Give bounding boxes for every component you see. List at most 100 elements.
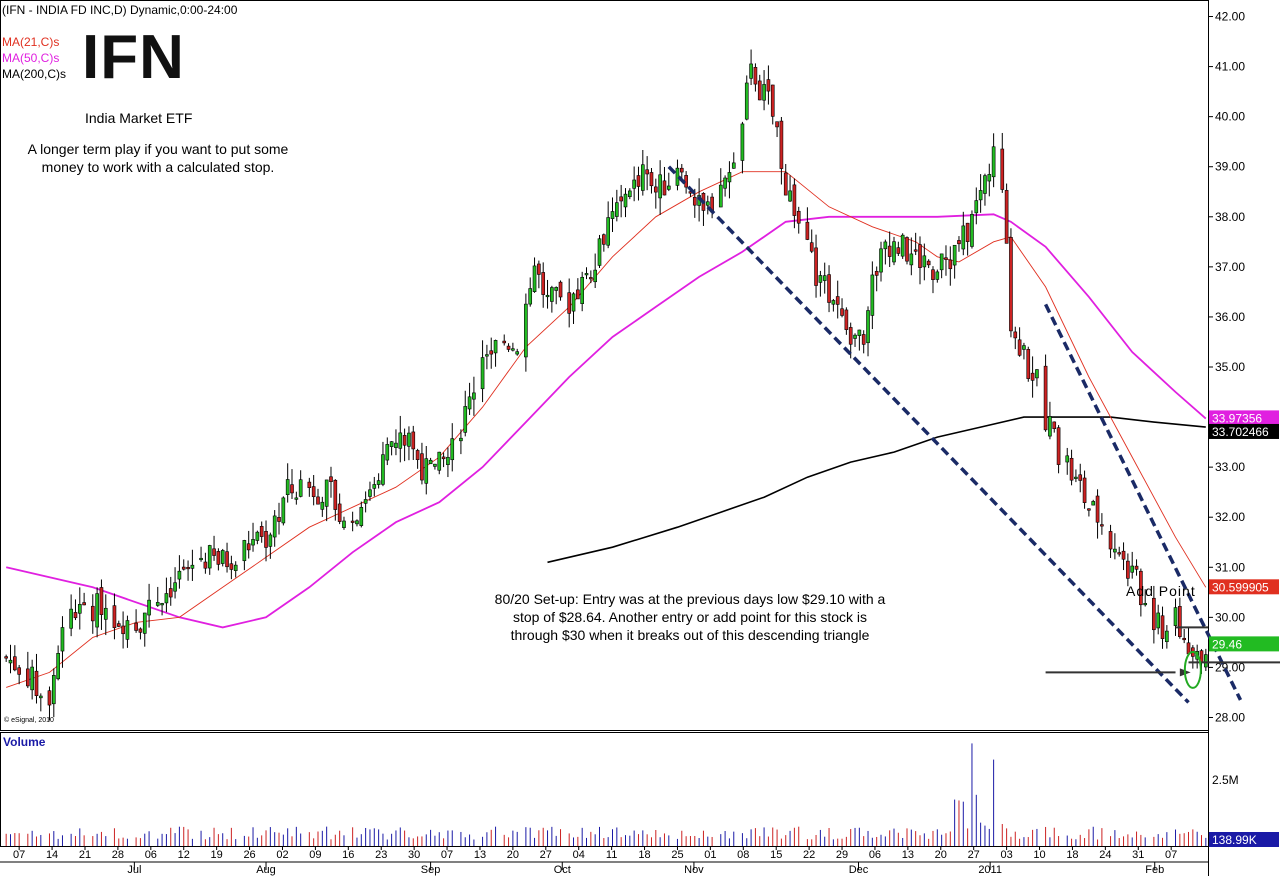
candle-body — [407, 432, 411, 447]
descending-trendline-upper — [1044, 303, 1243, 701]
candle-body — [892, 241, 896, 263]
candle-body — [576, 289, 580, 300]
candle-body — [51, 675, 56, 705]
date-tick-label: 30 — [408, 849, 420, 861]
candle-body — [281, 497, 286, 524]
date-tick-label: 28 — [112, 849, 124, 861]
candle-body — [1052, 421, 1057, 429]
ma50-value-badge: 33.97356 — [1212, 411, 1262, 425]
candle-body — [818, 275, 823, 283]
candle-body — [1000, 148, 1005, 190]
candle-body — [814, 247, 818, 286]
candle-body — [753, 67, 758, 85]
candle-body — [632, 179, 636, 189]
candle-body — [112, 605, 117, 629]
candle-body — [116, 623, 121, 627]
candle-body — [26, 668, 30, 687]
candle-body — [1022, 345, 1026, 350]
candle-body — [60, 627, 65, 652]
candle-body — [411, 431, 416, 450]
candle-body — [212, 548, 216, 556]
candle-body — [90, 605, 95, 622]
candle-body — [692, 196, 697, 206]
candle-body — [433, 463, 437, 467]
price-tick-label: 28.00 — [1215, 710, 1245, 724]
candle-body — [1143, 603, 1148, 606]
candle-body — [731, 162, 736, 169]
symbol-label: IFN — [82, 23, 185, 92]
ma21-value-badge: 30.599905 — [1212, 580, 1269, 594]
date-tick-label: 16 — [342, 849, 354, 861]
candle-body — [571, 293, 576, 312]
ma21-legend: MA(21,C)s — [2, 35, 60, 49]
date-tick-label: 14 — [46, 849, 58, 861]
candle-body — [73, 612, 78, 619]
candle-body — [168, 588, 173, 598]
volume-tick-label: 2.5M — [1212, 773, 1239, 787]
date-tick-label: 12 — [178, 849, 190, 861]
ma50-value-badge-bg — [1209, 410, 1279, 426]
chart-frame — [0, 0, 1209, 876]
candle-body — [952, 244, 957, 266]
candle-body — [511, 348, 515, 351]
date-tick-label: 18 — [638, 849, 650, 861]
price-tick-label: 37.00 — [1215, 260, 1245, 274]
candle-body — [749, 63, 753, 79]
candle-body — [463, 406, 468, 433]
candle-body — [909, 253, 914, 266]
candle-body — [264, 531, 268, 548]
candle-body — [251, 539, 255, 546]
candle-body — [1152, 597, 1156, 631]
candle-body — [77, 604, 82, 614]
candle-body — [640, 164, 645, 191]
date-tick-label: 27 — [968, 849, 980, 861]
candle-body — [485, 354, 489, 357]
price-tick-label: 39.00 — [1215, 160, 1245, 174]
date-tick-label: 13 — [902, 849, 914, 861]
add-point-label: Add Point — [1126, 583, 1196, 599]
candle-body — [775, 121, 779, 128]
candle-body — [268, 534, 273, 547]
ma200-legend: MA(200,C)s — [2, 67, 67, 81]
month-label: Feb — [1145, 864, 1164, 876]
candle-body — [17, 667, 21, 675]
candle-body — [34, 670, 39, 696]
candle-body — [1134, 565, 1139, 570]
candle-body — [593, 269, 597, 283]
candle-body — [450, 438, 455, 461]
candle-body — [757, 80, 762, 101]
chart-title: (IFN - INDIA FD INC,D) Dynamic,0:00-24:0… — [2, 3, 238, 17]
candle-body — [887, 245, 892, 257]
candle-body — [216, 551, 221, 565]
ma200-line — [547, 416, 1206, 564]
price-value-badge-bg — [1209, 636, 1279, 652]
candle-body — [441, 456, 446, 460]
date-tick-label: 01 — [704, 849, 716, 861]
candle-body — [762, 84, 766, 101]
candle-body — [164, 593, 169, 604]
candle-body — [844, 309, 849, 330]
candle-body — [619, 196, 623, 202]
candle-body — [493, 340, 498, 354]
candle-body — [1069, 457, 1074, 481]
candle-body — [935, 271, 940, 280]
candle-body — [363, 499, 368, 504]
ma21-value-badge-bg — [1209, 579, 1279, 595]
candle-body — [480, 357, 485, 390]
candle-body — [1160, 615, 1165, 639]
candle-body — [766, 79, 771, 92]
candle-body — [744, 82, 749, 120]
candle-body — [991, 146, 996, 178]
candle-body — [610, 211, 615, 219]
candle-body — [1048, 416, 1052, 437]
candle-body — [1091, 501, 1096, 506]
candle-body — [324, 479, 329, 507]
price-tick-label: 31.00 — [1215, 560, 1245, 574]
date-tick-label: 08 — [737, 849, 749, 861]
date-tick-label: 13 — [474, 849, 486, 861]
descending-trendline-lower — [667, 165, 1190, 704]
candle-body — [69, 608, 73, 629]
candle-body — [788, 190, 792, 202]
copyright: © eSignal, 2010 — [4, 717, 54, 724]
date-tick-label: 25 — [671, 849, 683, 861]
